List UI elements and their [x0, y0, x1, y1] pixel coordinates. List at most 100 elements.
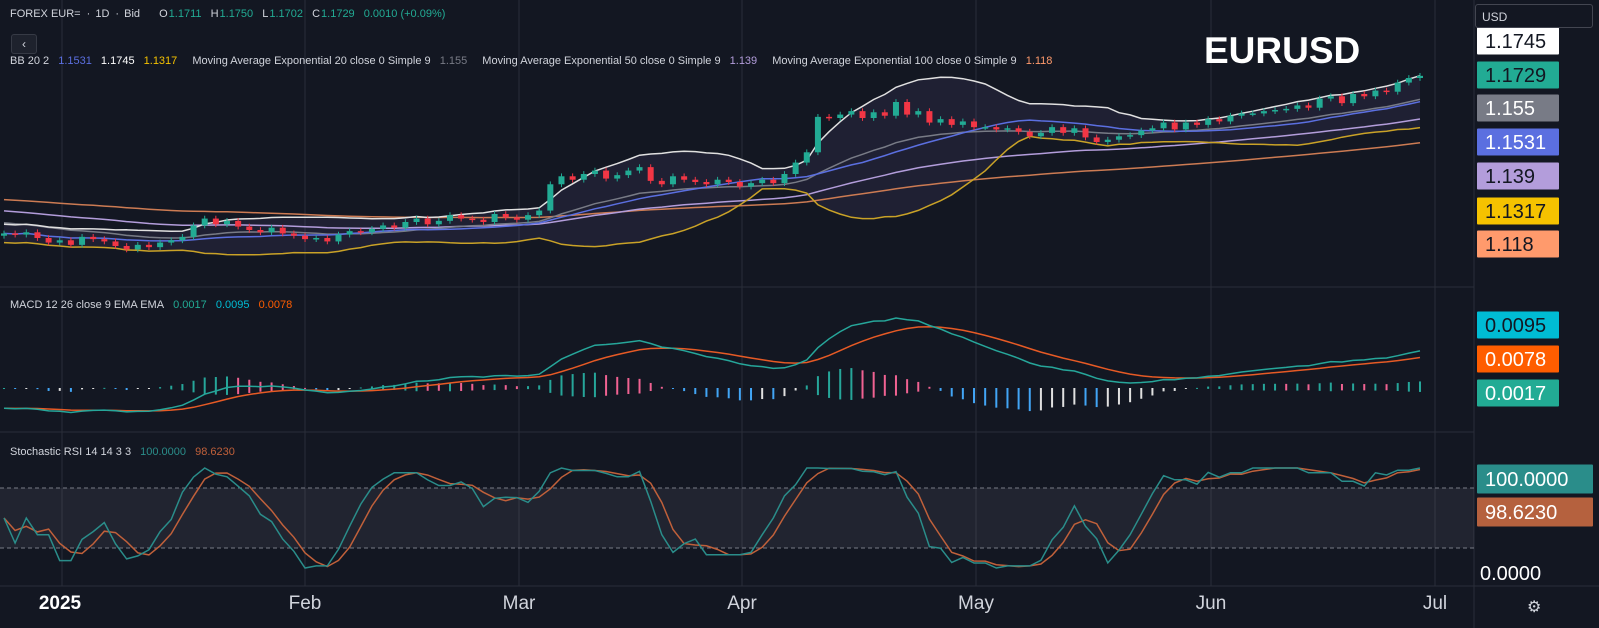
candle-body	[580, 174, 587, 180]
macd-histogram-bar	[1240, 384, 1243, 391]
macd-histogram-bar	[493, 384, 496, 391]
macd-histogram-bar	[638, 378, 641, 394]
macd-histogram-bar	[761, 388, 764, 400]
macd-histogram-bar	[627, 377, 630, 395]
macd-histogram-bar	[370, 386, 373, 389]
candle-body	[201, 218, 208, 226]
change-value: 0.0010 (+0.09%)	[363, 8, 446, 20]
candle-body	[892, 102, 899, 116]
candle-body	[636, 167, 643, 171]
ema50-label: Moving Average Exponential 50 close 0 Si…	[482, 55, 721, 67]
candle-body	[982, 127, 989, 129]
candle-body	[302, 235, 309, 240]
stoch-badge: 100.0000	[1485, 469, 1568, 491]
macd-histogram-bar	[560, 375, 563, 396]
bollinger-band-area	[4, 75, 1420, 255]
candle-body	[1182, 122, 1189, 130]
macd-histogram-bar	[1073, 388, 1076, 405]
macd-histogram-bar	[114, 388, 117, 389]
macd-histogram-bar	[1162, 388, 1165, 392]
candle-body	[1194, 122, 1201, 125]
macd-histogram-bar	[1407, 381, 1410, 392]
macd-histogram-bar	[1352, 383, 1355, 391]
stoch-legend: Stochastic RSI 14 14 3 3 100.0000 98.623…	[10, 446, 241, 458]
candle-body	[145, 244, 152, 248]
macd-histogram-bar	[515, 386, 518, 390]
indicator-legend: BB 20 2 1.1531 1.1745 1.1317 Moving Aver…	[10, 55, 1058, 67]
macd-histogram-bar	[1106, 388, 1109, 407]
bollinger-fill	[4, 75, 1420, 255]
candle-body	[1294, 105, 1301, 109]
macd-histogram-bar	[828, 371, 831, 398]
macd-histogram-bar	[694, 388, 697, 395]
candle-body	[1383, 90, 1390, 93]
open-label: O	[159, 8, 168, 20]
candle-body	[402, 222, 409, 228]
macd-histogram-bar	[1039, 388, 1042, 411]
candle-body	[257, 230, 264, 233]
macd-histogram-bar	[136, 388, 139, 389]
macd-histogram-bar	[81, 388, 84, 390]
currency-select[interactable]: USD	[1475, 4, 1593, 28]
macd-label: MACD 12 26 close 9 EMA EMA	[10, 299, 165, 311]
candle-body	[1272, 110, 1279, 112]
macd-histogram-bar	[147, 388, 150, 389]
low-value: 1.1702	[269, 8, 304, 20]
candle-body	[1350, 94, 1357, 104]
candle-body	[915, 111, 922, 115]
candle-body	[446, 215, 453, 221]
price-badge: 1.1729	[1485, 65, 1546, 87]
candle-body	[1283, 108, 1290, 111]
candle-body	[1060, 127, 1067, 133]
candle-body	[123, 246, 130, 250]
candle-body	[357, 231, 364, 233]
macd-badge-bg	[1477, 345, 1559, 373]
candle-body	[112, 241, 119, 246]
macd-histogram-bar	[181, 384, 184, 391]
macd-histogram-bar	[58, 388, 61, 391]
candle-body	[290, 233, 297, 236]
month-label-may: May	[958, 593, 994, 614]
macd-histogram-bar	[225, 376, 228, 395]
candle-body	[1227, 115, 1234, 122]
candle-body	[56, 240, 63, 243]
stoch-k-line	[3, 467, 1421, 569]
candle-body	[491, 214, 498, 222]
candle-body	[246, 226, 253, 230]
price-badge-bg	[1477, 162, 1559, 190]
candle-body	[993, 127, 1000, 130]
collapse-legend-button[interactable]: ‹	[11, 34, 37, 54]
macd-histogram-bar	[460, 382, 463, 392]
macd-histogram-bar	[103, 387, 106, 389]
candle-body	[1372, 90, 1379, 97]
candle-body	[1138, 130, 1145, 136]
candle-body	[803, 152, 810, 163]
bb-basis-value: 1.1531	[58, 55, 92, 67]
candle-body	[1171, 122, 1178, 130]
stoch-band	[0, 488, 1474, 548]
month-label-feb: Feb	[288, 593, 322, 614]
macd-histogram-bar	[92, 388, 95, 389]
macd-histogram-bar	[1296, 383, 1299, 391]
macd-histogram-bar	[850, 368, 853, 400]
stoch-badge-bg	[1477, 464, 1593, 494]
candle-body	[34, 232, 41, 238]
macd-histogram-bar	[1129, 388, 1132, 403]
candle-body	[1, 233, 7, 236]
macd-histogram-bar	[426, 383, 429, 391]
macd-histogram-bar	[1051, 388, 1054, 408]
month-label-2025: 2025	[38, 593, 82, 614]
candle-body	[1149, 128, 1156, 131]
candle-body	[1316, 98, 1323, 108]
candle-body	[1361, 94, 1368, 97]
candle-body	[1071, 128, 1078, 133]
candle-body	[1238, 113, 1245, 116]
price-badge: 1.1531	[1485, 132, 1546, 154]
candle-body	[725, 179, 732, 182]
macd-histogram-bar	[1274, 383, 1277, 391]
gear-icon[interactable]: ⚙	[1527, 599, 1542, 616]
macd-histogram-bar	[1084, 388, 1087, 406]
macd-histogram-bar	[471, 383, 474, 391]
macd-histogram-bar	[1095, 388, 1098, 408]
